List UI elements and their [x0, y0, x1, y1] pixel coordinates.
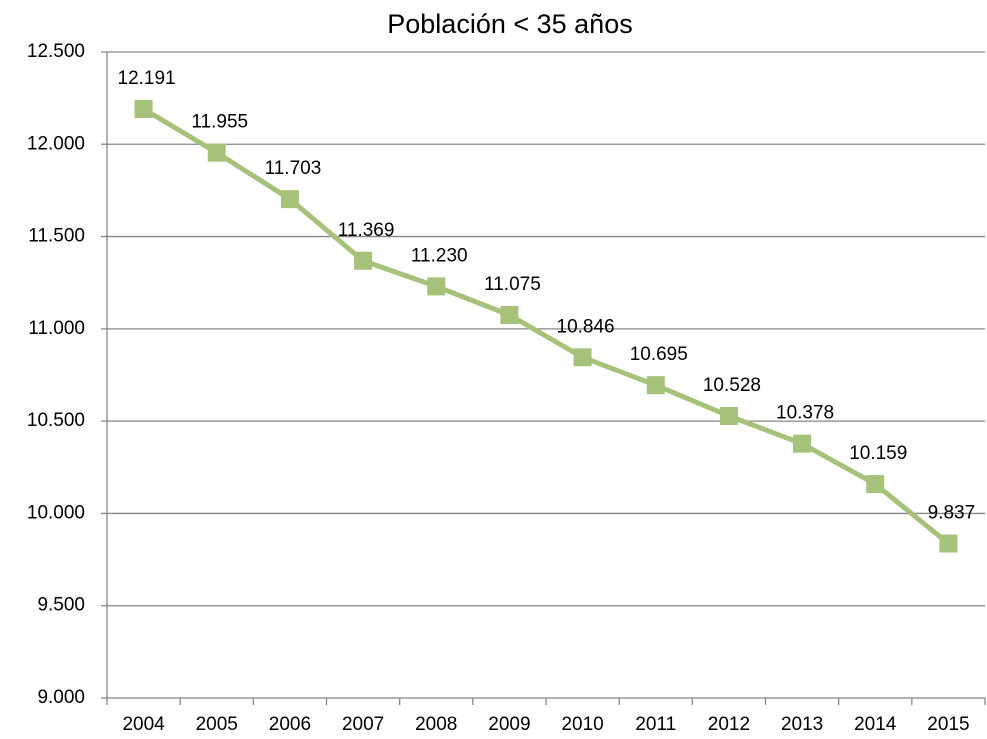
data-label: 12.191 [118, 68, 176, 89]
x-tick-label: 2004 [122, 714, 165, 735]
point-marker [719, 406, 738, 425]
chart-title: Población < 35 años [387, 9, 632, 39]
point-marker [280, 190, 299, 209]
data-label: 11.369 [338, 220, 395, 241]
x-tick-label: 2012 [708, 714, 750, 735]
data-label: 11.230 [411, 245, 468, 266]
point-marker [939, 534, 958, 553]
series-line [142, 106, 950, 546]
x-tick-label: 2014 [854, 714, 897, 735]
y-tick-label: 11.000 [28, 318, 85, 339]
y-tick-label: 12.500 [27, 41, 85, 62]
x-tick-label: 2006 [269, 714, 311, 735]
data-label: 11.703 [265, 158, 322, 179]
point-marker [500, 306, 519, 325]
point-marker [134, 100, 153, 119]
point-marker [427, 277, 446, 296]
x-tick-label: 2010 [561, 714, 603, 735]
y-tick-label: 10.500 [27, 410, 85, 431]
data-label: 10.695 [630, 344, 688, 365]
data-label: 10.528 [703, 375, 761, 396]
point-marker [207, 143, 226, 162]
point-marker [866, 475, 885, 494]
y-tick-label: 9.500 [37, 595, 85, 616]
y-tick-label: 12.000 [27, 133, 85, 154]
data-label: 9.837 [928, 503, 976, 524]
point-marker [573, 348, 592, 367]
data-label: 11.075 [484, 274, 541, 295]
y-tick-label: 11.500 [28, 226, 85, 247]
data-label: 10.159 [849, 443, 907, 464]
data-label: 10.846 [557, 316, 615, 337]
data-label: 11.955 [191, 112, 248, 133]
point-marker [354, 251, 373, 270]
x-tick-label: 2005 [196, 714, 238, 735]
x-tick-label: 2009 [488, 714, 530, 735]
x-tick-label: 2013 [781, 714, 823, 735]
x-tick-label: 2011 [635, 714, 676, 735]
x-tick-label: 2008 [415, 714, 457, 735]
y-tick-label: 9.000 [37, 687, 85, 708]
data-label: 10.378 [776, 403, 834, 424]
x-tick-label: 2015 [927, 714, 969, 735]
point-marker [793, 434, 812, 453]
x-tick-label: 2007 [342, 714, 384, 735]
y-tick-label: 10.000 [27, 502, 85, 523]
point-marker [646, 376, 665, 395]
